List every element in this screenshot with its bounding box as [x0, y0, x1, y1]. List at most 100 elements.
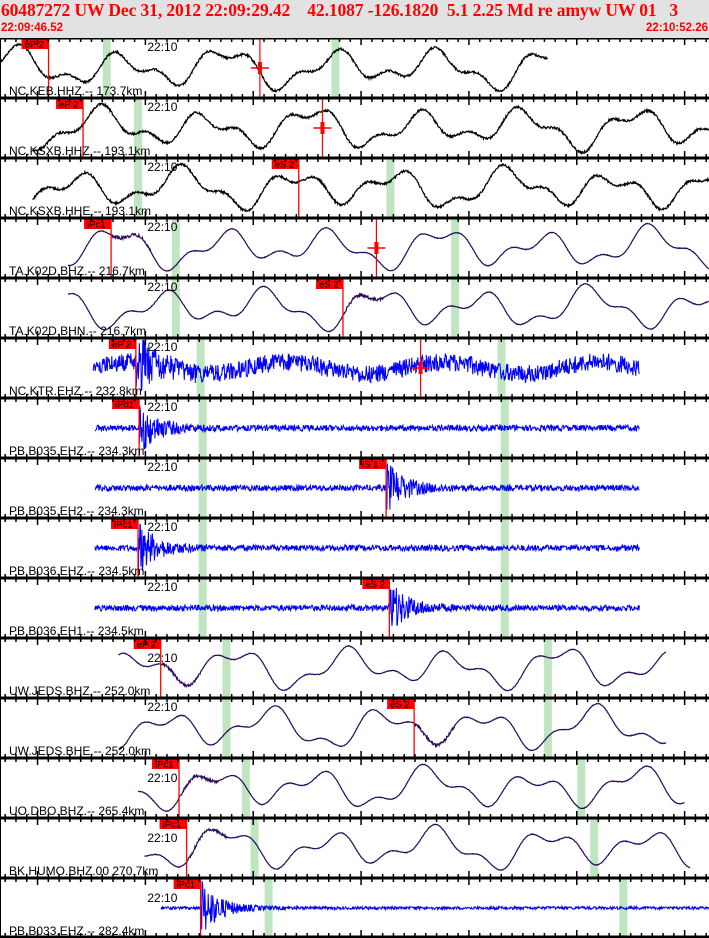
phase-pick-flag [56, 99, 84, 109]
event-title: 60487272 UW Dec 31, 2012 22:09:29.42 42.… [1, 0, 679, 20]
phase-pick-flag [359, 459, 387, 469]
trace-panel[interactable]: eS 2 22:10 PB.B036.EH1.-- 234.5km [9, 578, 640, 638]
trace-panel[interactable]: iPd1 22:10 PB.B035.EHZ.-- 234.3km [9, 398, 640, 458]
phase-pick-flag [362, 579, 390, 589]
phase-pick-label: iPc1 [87, 220, 105, 231]
time-window-marker [386, 158, 395, 218]
time-window-marker [196, 338, 205, 398]
cursor-cross-marker [374, 242, 379, 254]
time-window-marker [497, 338, 506, 398]
phase-pick-label: iS 1 [362, 460, 378, 471]
trace-panel[interactable]: eS 2 22:10 UW.JEDS.BHE.-- 252.0km [9, 698, 667, 758]
minute-mark-label: 22:10 [147, 460, 177, 474]
trace-panel[interactable]: eP 2 22:10 NC.KEB.HHZ.-- 173.7km [0, 38, 549, 98]
phase-pick-label: eS 2 [365, 580, 385, 591]
trace-panel[interactable]: eP 2 22:10 NC.KSXB.HHZ.-- 193.1km [9, 98, 709, 158]
phase-pick-label: eS 2 [390, 700, 410, 711]
minute-mark-label: 22:10 [147, 100, 177, 114]
waveform-trace [94, 405, 640, 450]
time-window-marker [171, 278, 180, 338]
minute-mark-label: 22:10 [147, 831, 177, 845]
phase-pick-label: iPc1 [155, 760, 173, 771]
waveform-trace [118, 645, 667, 692]
trace-panel[interactable]: iPc1 22:10 PB.B036.EHZ.-- 234.5km [9, 518, 640, 578]
waveform-trace [94, 587, 640, 626]
phase-pick-label: eS 2 [275, 160, 295, 171]
phase-pick-flag [315, 279, 343, 289]
station-label: PB.B036.EHZ.-- 234.5km [9, 564, 144, 578]
phase-pick-flag [84, 219, 112, 229]
phase-pick-label: iPc1 [114, 520, 132, 531]
station-label: PB.B033.EHZ.-- 282.4km [9, 924, 144, 938]
station-label: PB.B036.EH1.-- 234.5km [9, 624, 144, 638]
event-header: 60487272 UW Dec 31, 2012 22:09:29.42 42.… [0, 0, 709, 38]
station-label: NC.KEB.HHZ.-- 173.7km [9, 84, 142, 98]
phase-pick-label: eP 2 [59, 100, 78, 111]
station-label: BK.HUMO.BHZ.00 270.7km [9, 864, 158, 878]
minute-mark-label: 22:10 [147, 160, 177, 174]
time-window-marker [250, 818, 259, 878]
waveform-trace [118, 702, 667, 752]
time-window-marker [171, 218, 180, 278]
phase-pick-label: iPd1 [115, 400, 134, 411]
time-window-marker [102, 38, 111, 98]
time-window-marker [451, 278, 460, 338]
minute-mark-label: 22:10 [147, 771, 177, 785]
minute-mark-label: 22:10 [147, 280, 177, 294]
time-window-marker [590, 818, 599, 878]
waveform-trace [32, 161, 709, 213]
station-label: UO.DBO.BHZ.-- 265.4km [9, 804, 144, 818]
minute-mark-label: 22:10 [147, 220, 177, 234]
station-label: PB.B035.EHZ.-- 234.3km [9, 444, 144, 458]
trace-panel[interactable]: iPc1 22:10 TA.K02D.BHZ.-- 216.7km [9, 218, 709, 278]
time-window-marker [134, 158, 143, 218]
trace-panel[interactable]: eP 222:10 UW.JEDS.BHZ.-- 252.0km [9, 638, 667, 698]
phase-pick-label: eP 2 [112, 340, 131, 351]
phase-pick-label: iPc1 [163, 820, 181, 831]
trace-panel[interactable]: iS 1 22:10 PB.B035.EH2.-- 234.3km [9, 458, 640, 518]
phase-pick-label: iPc1 [177, 880, 195, 891]
waveform-trace [144, 823, 691, 871]
seismogram-panels: eP 2 22:10 NC.KEB.HHZ.-- 173.7km eP 2 22:10 N… [0, 38, 709, 938]
phase-pick-label: eS 2 [319, 280, 339, 291]
phase-pick-flag [133, 639, 161, 649]
minute-mark-label: 22:10 [147, 340, 177, 354]
station-label: NC.KSXB.HHE.-- 193.1km [9, 204, 151, 218]
time-window-marker [543, 698, 552, 758]
time-window-marker [134, 98, 143, 158]
window-end-time: 22:10:52.26 [645, 22, 708, 34]
waveform-trace [94, 463, 640, 510]
trace-panel[interactable]: eS 2 22:10 NC.KSXB.HHE.-- 193.1km [9, 158, 709, 218]
phase-pick-flag [111, 519, 139, 529]
time-window-marker [451, 218, 460, 278]
minute-mark-label: 22:10 [147, 580, 177, 594]
station-label: PB.B035.EH2.-- 234.3km [9, 504, 144, 518]
trace-panel[interactable]: eS 2 22:10 TA.K02D.BHN.-- 216.7km [9, 278, 709, 338]
waveform-trace [67, 282, 709, 333]
station-label: UW.JEDS.BHE.-- 252.0km [9, 744, 151, 758]
phase-pick-flag [271, 159, 299, 169]
waveform-trace [92, 339, 640, 392]
time-window-marker [222, 638, 231, 698]
waveform-trace [138, 763, 685, 812]
minute-mark-label: 22:10 [147, 40, 177, 54]
time-window-marker [331, 38, 340, 98]
phase-pick-label: eP 2 [137, 640, 156, 651]
time-window-marker [577, 758, 586, 818]
minute-mark-label: 22:10 [147, 520, 177, 534]
phase-pick-flag [173, 879, 201, 889]
phase-pick-flag [152, 759, 180, 769]
phase-pick-flag [112, 399, 140, 409]
time-window-marker [543, 638, 552, 698]
cursor-cross-marker [320, 122, 325, 134]
trace-panel[interactable]: eP 2 22:10 NC.KTR.EHZ.-- 232.8km [9, 338, 640, 398]
phase-pick-flag [21, 39, 49, 49]
waveform-trace [32, 102, 709, 156]
cursor-cross-marker [418, 362, 423, 374]
waveform-trace [160, 881, 709, 930]
station-label: NC.KTR.EHZ.-- 232.8km [9, 384, 142, 398]
station-label: TA.K02D.BHN.-- 216.7km [9, 324, 146, 338]
